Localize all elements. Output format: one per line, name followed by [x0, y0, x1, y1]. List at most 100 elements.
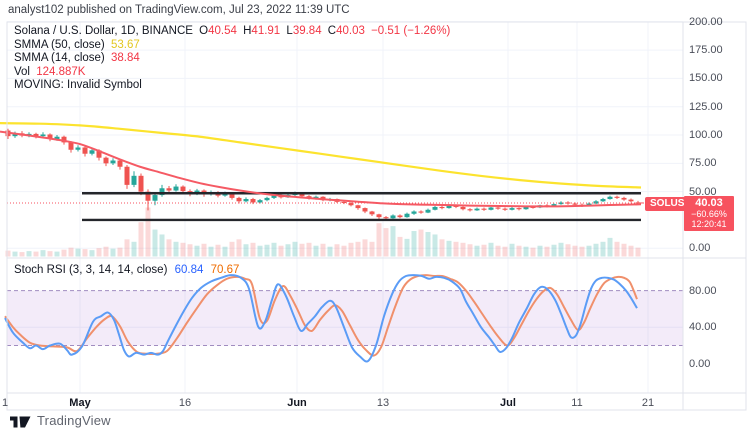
candle-body — [404, 213, 410, 218]
volume-bar — [453, 241, 459, 257]
candle-body — [355, 205, 361, 209]
smma14-legend-row[interactable]: SMMA (14, close) 38.84 — [14, 52, 453, 66]
volume-bar — [551, 244, 557, 257]
high-value: 41.91 — [251, 25, 281, 37]
volume-bar — [173, 241, 179, 257]
candle-body — [180, 186, 186, 192]
close-label: C — [327, 25, 337, 37]
volume-bar — [474, 245, 480, 257]
volume-bar — [341, 245, 347, 257]
volume-bar — [355, 241, 361, 257]
tradingview-logo-icon — [10, 416, 31, 427]
candle-body — [12, 133, 18, 137]
volume-bar — [159, 234, 165, 257]
volume-bar — [593, 243, 599, 257]
volume-bar — [131, 241, 137, 257]
last-price-box[interactable]: 40.03 −60.66% 12:20:41 — [684, 196, 734, 231]
volume-bar — [488, 242, 494, 257]
candle-body — [250, 199, 256, 203]
candle-body — [516, 208, 522, 210]
volume-bar — [565, 244, 571, 257]
volume-bar — [495, 245, 501, 257]
candle-body — [600, 199, 606, 202]
candle-body — [481, 208, 487, 210]
price-tick: 125.00 — [689, 100, 723, 113]
candle-body — [425, 209, 431, 213]
volume-bar — [166, 239, 172, 257]
candle-body — [271, 195, 277, 198]
candle-body — [628, 199, 634, 202]
smma50-value: 53.67 — [110, 38, 140, 51]
stoch-tick: 40.00 — [689, 321, 717, 334]
candle-body — [376, 214, 382, 218]
candle-body — [173, 186, 179, 191]
smma14-line — [0, 130, 642, 208]
candle-body — [621, 197, 627, 200]
candle-body — [572, 203, 578, 205]
volume-bar — [390, 226, 396, 257]
symbol-price-tag[interactable]: SOLUSD — [645, 197, 697, 211]
candle-body — [222, 193, 228, 196]
stoch-rsi-legend[interactable]: Stoch RSI (3, 3, 14, 14, close) 60.84 70… — [14, 264, 243, 276]
candle-body — [82, 147, 88, 154]
stoch-d-line — [4, 274, 638, 357]
candle-body — [530, 206, 536, 208]
candle-body — [439, 206, 445, 209]
candle-body — [495, 207, 501, 209]
volume-bar — [243, 244, 249, 257]
volume-bar — [530, 247, 536, 257]
candle-body — [467, 209, 473, 211]
candle-body — [61, 136, 67, 143]
volume-bar — [607, 237, 613, 257]
candle-body — [383, 217, 389, 219]
volume-bar — [103, 246, 109, 257]
volume-bar — [19, 252, 25, 257]
volume-bar — [229, 241, 235, 257]
volume-bar — [180, 242, 186, 257]
candle-body — [145, 191, 151, 201]
time-tick: 11 — [571, 397, 583, 409]
volume-bar — [152, 229, 158, 257]
stoch-tick: 0.00 — [689, 357, 711, 370]
moving-legend-row[interactable]: MOVING: Invalid Symbol — [14, 79, 453, 93]
candle-body — [509, 208, 515, 210]
open-value: 40.54 — [208, 25, 237, 37]
volume-bar — [124, 239, 130, 257]
change-value: −0.51 (−1.26%) — [371, 25, 451, 37]
price-tick: 100.00 — [689, 129, 723, 142]
volume-bar — [411, 231, 417, 257]
candle-body — [40, 134, 46, 137]
volume-bar — [558, 242, 564, 257]
candle-body — [54, 136, 60, 139]
volume-bar — [271, 242, 277, 257]
smma50-legend-row[interactable]: SMMA (50, close) 53.67 — [14, 39, 453, 53]
symbol-legend-row[interactable]: Solana / U.S. Dollar, 1D, BINANCE O40.54… — [14, 25, 453, 39]
smma50-line — [0, 122, 642, 189]
candle-body — [502, 208, 508, 210]
volume-bar — [467, 244, 473, 257]
stoch-k-line — [4, 274, 638, 363]
volume-bar — [26, 251, 32, 257]
volume-bar — [68, 247, 74, 257]
volume-bar — [187, 244, 193, 257]
volume-legend-row[interactable]: Vol 124.887K — [14, 66, 453, 80]
candle-body — [229, 193, 235, 198]
candle-body — [460, 206, 466, 210]
candle-body — [558, 202, 564, 205]
candle-body — [369, 211, 375, 215]
tradingview-brand-text: TradingView — [37, 413, 111, 428]
volume-bar — [138, 222, 144, 257]
time-tick: Jul — [500, 397, 516, 409]
volume-bar — [432, 234, 438, 257]
footer: TradingView — [10, 413, 111, 428]
candle-body — [313, 196, 319, 199]
volume-bar — [404, 238, 410, 257]
volume-bar — [75, 248, 81, 257]
volume-bar — [96, 248, 102, 257]
open-label: O — [199, 25, 209, 37]
volume-bar — [236, 239, 242, 257]
stoch-tick: 80.00 — [689, 284, 717, 297]
candle-body — [68, 142, 74, 150]
